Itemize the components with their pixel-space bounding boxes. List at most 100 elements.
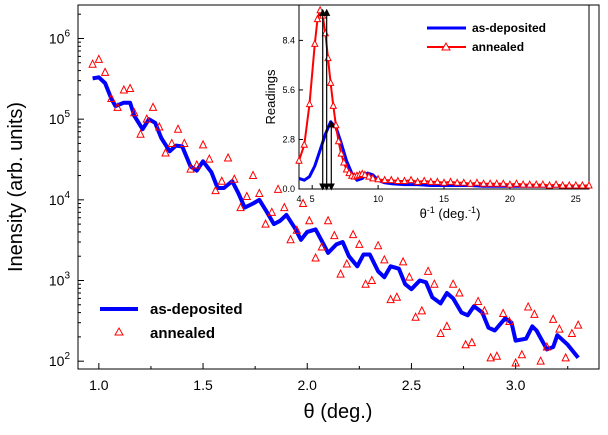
data-point-annealed xyxy=(88,59,97,68)
data-point-annealed xyxy=(480,305,489,315)
data-point-annealed xyxy=(204,153,214,163)
inset-y-tick-label: 5.6 xyxy=(282,85,295,95)
inset-data-point-annealed xyxy=(407,175,415,184)
main-x-tick-label: 1.5 xyxy=(193,377,213,393)
inset-y-tick-label: 8.4 xyxy=(282,35,295,45)
inset-x-tick-label: 25 xyxy=(571,194,581,204)
data-point-annealed xyxy=(336,268,345,278)
data-point-annealed xyxy=(223,152,233,162)
inset-data-point-annealed xyxy=(459,178,468,186)
inset-data-point-annealed xyxy=(305,99,314,108)
data-point-annealed xyxy=(355,239,364,248)
data-point-annealed xyxy=(348,229,358,239)
data-point-annealed xyxy=(573,319,583,329)
data-point-annealed xyxy=(119,84,129,94)
data-point-annealed xyxy=(373,240,383,250)
inset-data-point-annealed xyxy=(334,136,343,145)
inset-data-point-annealed xyxy=(492,179,501,187)
inset-data-point-annealed xyxy=(578,180,587,189)
data-point-annealed xyxy=(542,341,552,351)
inset-x-tick-label: 15 xyxy=(439,194,449,204)
inset-data-point-annealed xyxy=(433,177,442,185)
main-y-tick-label: 102 xyxy=(49,351,71,369)
inset-data-point-annealed xyxy=(313,14,322,23)
inset-x-tick-label: 10 xyxy=(373,194,383,204)
inset-legend-label-as-deposited: as-deposited xyxy=(472,21,546,35)
inset-y-tick-label: 0.0 xyxy=(282,184,295,194)
data-point-annealed xyxy=(567,328,577,338)
inset-data-point-annealed xyxy=(340,157,348,166)
inset-legend: as-deposited annealed xyxy=(427,21,546,54)
data-point-annealed xyxy=(436,328,445,338)
data-point-annealed xyxy=(380,254,389,264)
data-point-annealed xyxy=(273,184,283,193)
data-point-annealed xyxy=(561,352,570,362)
data-point-annealed xyxy=(548,314,558,323)
inset-data-point-annealed xyxy=(585,180,593,189)
data-point-annealed xyxy=(167,138,177,147)
inset-data-point-annealed xyxy=(369,173,377,182)
inset-series-line-annealed xyxy=(298,9,589,187)
data-point-annealed xyxy=(94,54,104,63)
data-point-annealed xyxy=(411,312,420,321)
inset-data-point-annealed xyxy=(479,179,488,187)
data-point-annealed xyxy=(292,225,302,234)
data-point-annealed xyxy=(192,159,202,169)
inset-x-axis-title: θ-1 (deg.-1) xyxy=(420,205,481,221)
inset-data-point-annealed xyxy=(532,179,541,188)
inset-data-point-annealed xyxy=(506,179,514,188)
data-point-annealed xyxy=(267,207,277,216)
data-point-annealed xyxy=(498,308,508,317)
inset-x-title-sup2: -1 xyxy=(468,205,476,215)
data-point-annealed xyxy=(517,349,527,359)
inset-data-point-annealed xyxy=(380,175,389,184)
data-point-annealed xyxy=(311,252,320,262)
data-point-annealed xyxy=(217,176,227,185)
legend-marker-annealed xyxy=(114,326,124,336)
data-point-annealed xyxy=(473,296,483,305)
data-point-annealed xyxy=(186,164,195,173)
main-x-tick-label: 2.0 xyxy=(298,377,318,393)
data-point-annealed xyxy=(430,279,439,288)
data-point-annealed xyxy=(211,185,220,195)
inset-data-point-annealed xyxy=(466,179,475,187)
data-point-annealed xyxy=(154,121,164,131)
inset-data-point-annealed xyxy=(558,180,567,189)
inset-data-point-annealed xyxy=(413,177,422,185)
data-point-annealed xyxy=(448,279,458,288)
data-point-annealed xyxy=(367,275,377,285)
inset-legend-marker-annealed xyxy=(441,41,451,51)
data-point-annealed xyxy=(248,170,258,180)
inset-data-point-annealed xyxy=(519,179,527,188)
inset-data-point-annealed xyxy=(525,179,534,188)
data-point-annealed xyxy=(148,102,158,111)
inset-legend-label-annealed: annealed xyxy=(472,40,524,54)
data-point-annealed xyxy=(142,114,152,123)
inset-x-title-end: ) xyxy=(476,206,480,221)
inset-data-point-annealed xyxy=(387,175,396,184)
inset-data-point-annealed xyxy=(342,164,351,173)
inset-data-point-annealed xyxy=(311,39,319,47)
data-point-annealed xyxy=(100,67,110,76)
data-point-annealed xyxy=(129,107,139,117)
data-point-annealed xyxy=(236,202,245,212)
data-point-annealed xyxy=(229,174,239,183)
main-y-tick-label: 105 xyxy=(49,109,71,127)
inset-x-title-theta: θ xyxy=(420,206,427,221)
main-y-tick-label: 103 xyxy=(49,271,71,289)
main-y-axis-title: Inensity (arb. units) xyxy=(5,102,27,272)
inset-data-point-annealed xyxy=(329,101,338,109)
data-point-annealed xyxy=(280,202,289,212)
main-x-tick-label: 1.0 xyxy=(89,377,109,393)
data-point-annealed xyxy=(286,234,295,244)
data-point-annealed xyxy=(511,357,520,367)
data-point-annealed xyxy=(113,102,122,111)
inset-data-point-annealed xyxy=(427,177,435,185)
main-y-tick-label: 106 xyxy=(49,28,71,46)
inset-y-axis-title: Readings xyxy=(263,69,278,124)
data-point-annealed xyxy=(523,301,533,311)
inset-data-point-annealed xyxy=(486,179,494,187)
inset-data-point-annealed xyxy=(539,179,547,188)
main-y-tick-label: 104 xyxy=(49,190,71,208)
